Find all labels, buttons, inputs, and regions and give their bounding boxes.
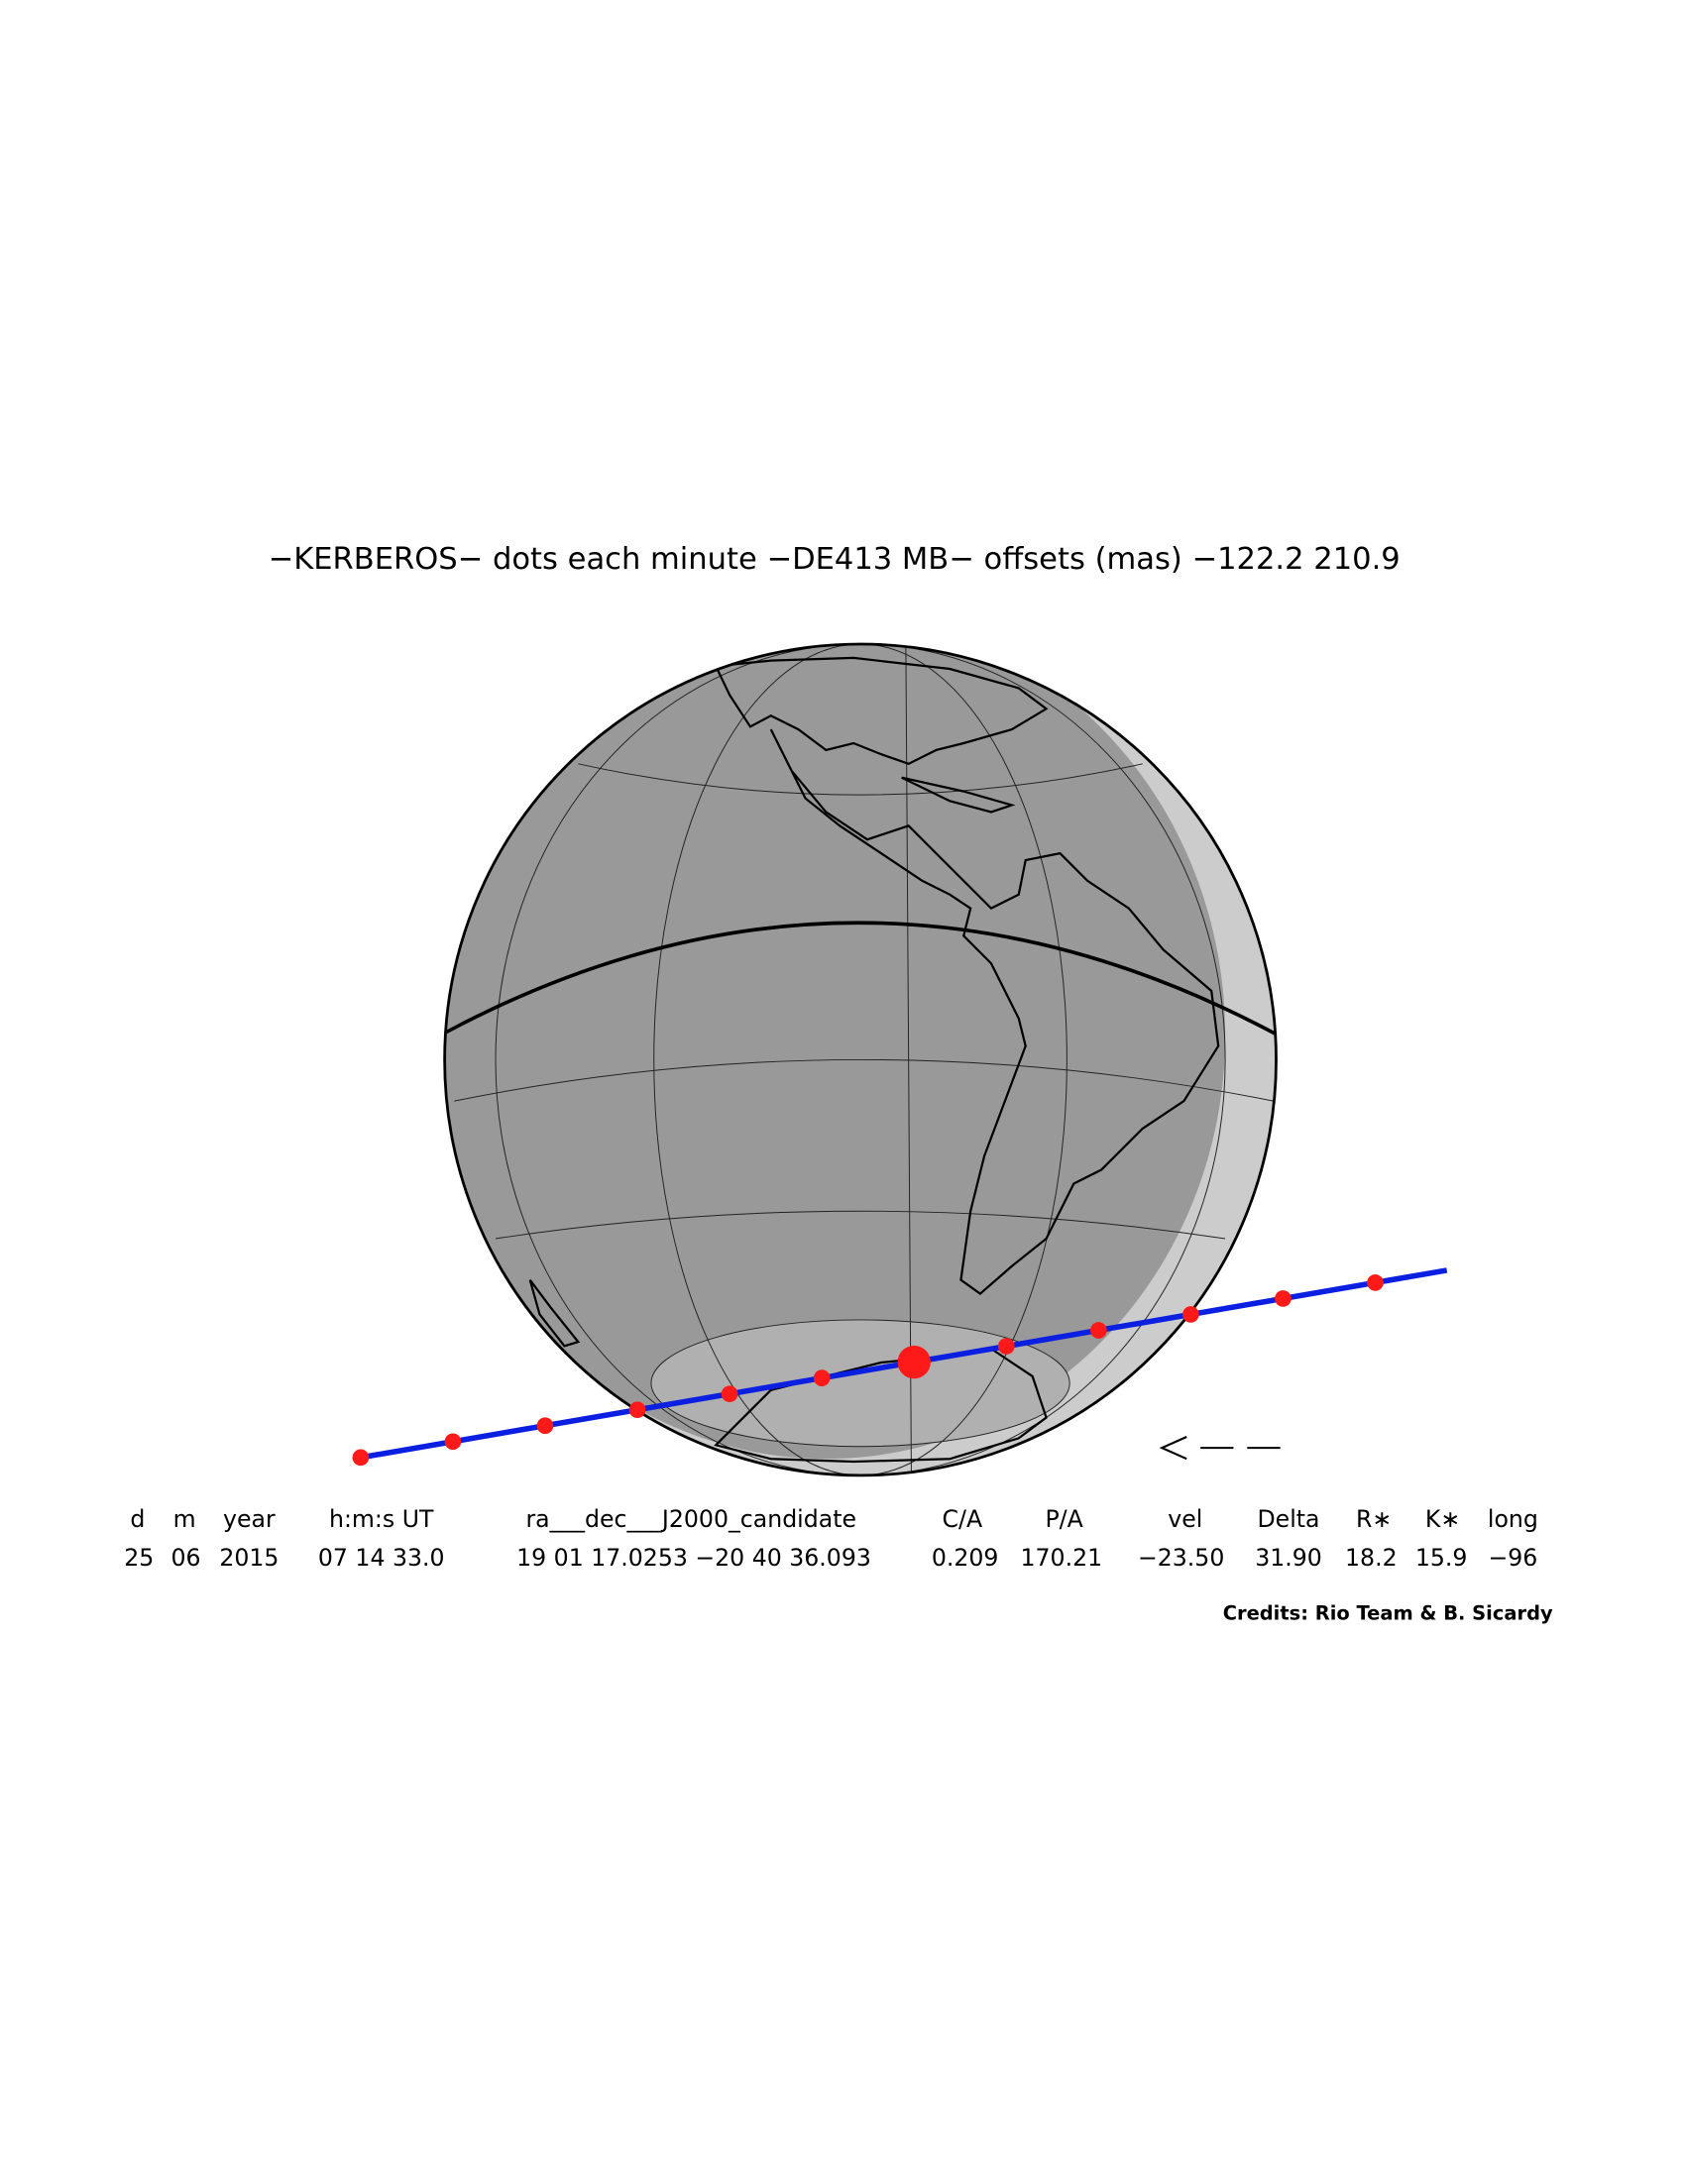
table-value: −96 <box>1488 1544 1537 1572</box>
graticule <box>454 644 1274 1475</box>
table-value: 15.9 <box>1415 1544 1468 1572</box>
table-value: 19 01 17.0253 −20 40 36.093 <box>516 1544 871 1572</box>
minute-dot <box>444 1433 462 1451</box>
minute-dot <box>1090 1322 1107 1339</box>
closest-approach-dot <box>897 1345 931 1379</box>
table-header: long <box>1488 1505 1538 1533</box>
table-value: −23.50 <box>1138 1544 1224 1572</box>
credits: Credits: Rio Team & B. Sicardy <box>1223 1602 1553 1625</box>
minute-dot <box>1275 1290 1292 1307</box>
minute-dot <box>813 1369 831 1386</box>
minute-dot <box>628 1401 646 1419</box>
map-title: −KERBEROS− dots each minute −DE413 MB− o… <box>269 542 1401 577</box>
table-header: h:m:s UT <box>329 1505 434 1533</box>
table-value: 2015 <box>219 1544 279 1572</box>
table-header: Delta <box>1258 1505 1320 1533</box>
minute-dot <box>1182 1306 1199 1323</box>
shadow-track <box>352 1267 1448 1467</box>
coastlines <box>528 656 1220 1464</box>
table-header: d <box>130 1505 145 1533</box>
equator <box>445 921 1277 1037</box>
table-header: year <box>223 1505 276 1533</box>
globe-outline <box>443 642 1278 1477</box>
table-header: P/A <box>1045 1505 1082 1533</box>
minute-dot <box>352 1449 370 1467</box>
minute-dot <box>1367 1274 1384 1291</box>
minute-dot <box>536 1417 554 1435</box>
table-value: 06 <box>170 1544 200 1572</box>
table-value: 18.2 <box>1345 1544 1398 1572</box>
table-value: 0.209 <box>932 1544 999 1572</box>
globe-day-side <box>444 644 1226 1460</box>
direction-arrow <box>1159 1436 1281 1461</box>
table-header: vel <box>1168 1505 1202 1533</box>
table-header: C/A <box>943 1505 983 1533</box>
table-value: 07 14 33.0 <box>318 1544 445 1572</box>
table-value: 25 <box>124 1544 154 1572</box>
table-value: 31.90 <box>1255 1544 1322 1572</box>
table-header: ra___dec___J2000_candidate <box>525 1505 856 1533</box>
table-header: m <box>173 1505 196 1533</box>
info-table: d m year h:m:s UT ra___dec___J2000_candidate… <box>124 1505 1538 1572</box>
table-value: 170.21 <box>1021 1544 1103 1572</box>
table-header: R∗ <box>1356 1505 1392 1533</box>
table-header: K∗ <box>1425 1505 1460 1533</box>
minute-dot <box>997 1338 1015 1355</box>
globe <box>443 642 1278 1477</box>
minute-dot <box>721 1385 738 1403</box>
